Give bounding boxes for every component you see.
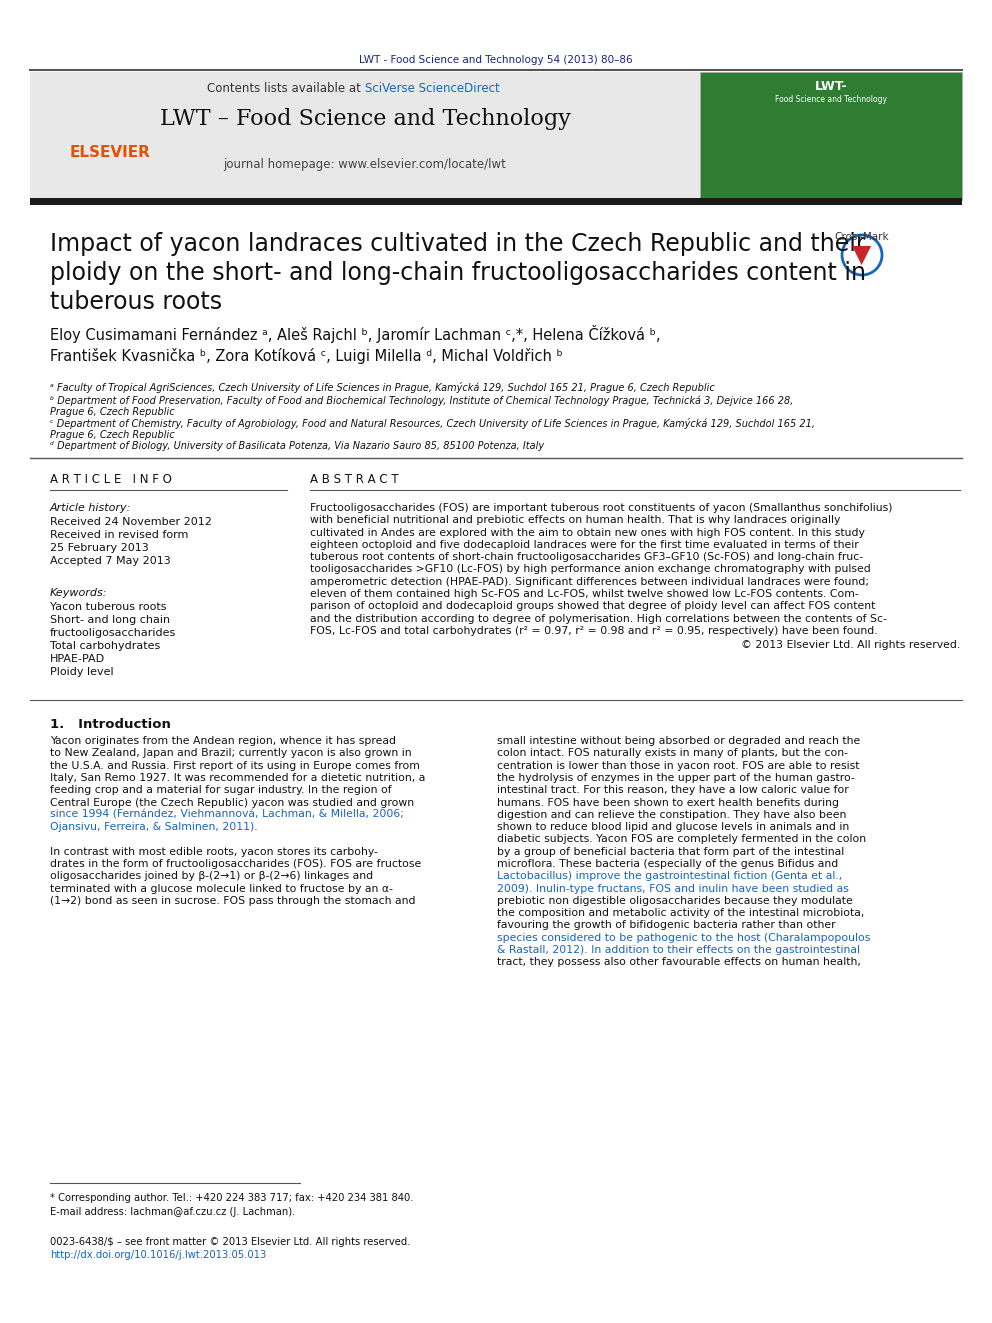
Text: by a group of beneficial bacteria that form part of the intestinal: by a group of beneficial bacteria that f… (497, 847, 844, 857)
Text: oligosaccharides joined by β-(2→1) or β-(2→6) linkages and: oligosaccharides joined by β-(2→1) or β-… (50, 872, 373, 881)
Text: A R T I C L E   I N F O: A R T I C L E I N F O (50, 474, 172, 486)
Text: 2009). Inulin-type fructans, FOS and inulin have been studied as: 2009). Inulin-type fructans, FOS and inu… (497, 884, 849, 893)
Text: Yacon tuberous roots: Yacon tuberous roots (50, 602, 167, 613)
Text: E-mail address: lachman@af.czu.cz (J. Lachman).: E-mail address: lachman@af.czu.cz (J. La… (50, 1207, 296, 1217)
Text: Accepted 7 May 2013: Accepted 7 May 2013 (50, 556, 171, 566)
Text: * Corresponding author. Tel.: +420 224 383 717; fax: +420 234 381 840.: * Corresponding author. Tel.: +420 224 3… (50, 1193, 414, 1203)
Text: František Kvasnička ᵇ, Zora Kotíková ᶜ, Luigi Milella ᵈ, Michal Voldřich ᵇ: František Kvasnička ᵇ, Zora Kotíková ᶜ, … (50, 348, 562, 364)
Text: Eloy Cusimamani Fernández ᵃ, Aleš Rajchl ᵇ, Jaromír Lachman ᶜ,*, Helena Čížková : Eloy Cusimamani Fernández ᵃ, Aleš Rajchl… (50, 325, 661, 343)
Text: ploidy on the short- and long-chain fructooligosaccharides content in: ploidy on the short- and long-chain fruc… (50, 261, 866, 284)
Text: Total carbohydrates: Total carbohydrates (50, 642, 161, 651)
Text: amperometric detection (HPAE-PAD). Significant differences between individual la: amperometric detection (HPAE-PAD). Signi… (310, 577, 869, 587)
Text: Impact of yacon landraces cultivated in the Czech Republic and their: Impact of yacon landraces cultivated in … (50, 232, 866, 255)
Text: centration is lower than those in yacon root. FOS are able to resist: centration is lower than those in yacon … (497, 761, 859, 770)
Text: the U.S.A. and Russia. First report of its using in Europe comes from: the U.S.A. and Russia. First report of i… (50, 761, 420, 770)
Text: ▼: ▼ (852, 243, 872, 267)
Text: SciVerse ScienceDirect: SciVerse ScienceDirect (365, 82, 500, 95)
Text: tuberous roots: tuberous roots (50, 290, 222, 314)
Text: FOS, Lc-FOS and total carbohydrates (r² = 0.97, r² = 0.98 and r² = 0.95, respect: FOS, Lc-FOS and total carbohydrates (r² … (310, 626, 878, 636)
Text: Ojansivu, Ferreira, & Salminen, 2011).: Ojansivu, Ferreira, & Salminen, 2011). (50, 822, 258, 832)
Text: Food Science and Technology: Food Science and Technology (775, 95, 887, 105)
Text: A B S T R A C T: A B S T R A C T (310, 474, 399, 486)
Text: Italy, San Remo 1927. It was recommended for a dietetic nutrition, a: Italy, San Remo 1927. It was recommended… (50, 773, 426, 783)
Text: CrossMark: CrossMark (834, 232, 889, 242)
Text: 25 February 2013: 25 February 2013 (50, 542, 149, 553)
Text: colon intact. FOS naturally exists in many of plants, but the con-: colon intact. FOS naturally exists in ma… (497, 749, 848, 758)
Text: http://dx.doi.org/10.1016/j.lwt.2013.05.013: http://dx.doi.org/10.1016/j.lwt.2013.05.… (50, 1250, 266, 1259)
Text: diabetic subjects. Yacon FOS are completely fermented in the colon: diabetic subjects. Yacon FOS are complet… (497, 835, 866, 844)
Text: HPAE-PAD: HPAE-PAD (50, 654, 105, 664)
Text: Ploidy level: Ploidy level (50, 667, 114, 677)
Text: eighteen octoploid and five dodecaploid landraces were for the first time evalua: eighteen octoploid and five dodecaploid … (310, 540, 859, 550)
Text: the hydrolysis of enzymes in the upper part of the human gastro-: the hydrolysis of enzymes in the upper p… (497, 773, 855, 783)
Text: small intestine without being absorbed or degraded and reach the: small intestine without being absorbed o… (497, 736, 860, 746)
Text: and the distribution according to degree of polymerisation. High correlations be: and the distribution according to degree… (310, 614, 887, 623)
Text: ᶜ Department of Chemistry, Faculty of Agrobiology, Food and Natural Resources, C: ᶜ Department of Chemistry, Faculty of Ag… (50, 418, 815, 429)
Text: Short- and long chain: Short- and long chain (50, 615, 170, 624)
Text: humans. FOS have been shown to exert health benefits during: humans. FOS have been shown to exert hea… (497, 798, 839, 807)
Text: Fructooligosaccharides (FOS) are important tuberous root constituents of yacon (: Fructooligosaccharides (FOS) are importa… (310, 503, 893, 513)
Text: Received in revised form: Received in revised form (50, 531, 188, 540)
Text: ᵃ Faculty of Tropical AgriSciences, Czech University of Life Sciences in Prague,: ᵃ Faculty of Tropical AgriSciences, Czec… (50, 382, 715, 393)
Text: tract, they possess also other favourable effects on human health,: tract, they possess also other favourabl… (497, 958, 861, 967)
Text: Yacon originates from the Andean region, whence it has spread: Yacon originates from the Andean region,… (50, 736, 396, 746)
Text: microflora. These bacteria (especially of the genus Bifidus and: microflora. These bacteria (especially o… (497, 859, 838, 869)
Text: since 1994 (Fernández, Viehmannová, Lachman, & Milella, 2006;: since 1994 (Fernández, Viehmannová, Lach… (50, 810, 404, 820)
Text: (1→2) bond as seen in sucrose. FOS pass through the stomach and: (1→2) bond as seen in sucrose. FOS pass … (50, 896, 416, 906)
Text: LWT – Food Science and Technology: LWT – Food Science and Technology (160, 108, 570, 130)
Text: cultivated in Andes are explored with the aim to obtain new ones with high FOS c: cultivated in Andes are explored with th… (310, 528, 865, 537)
Text: favouring the growth of bifidogenic bacteria rather than other: favouring the growth of bifidogenic bact… (497, 921, 835, 930)
Text: intestinal tract. For this reason, they have a low caloric value for: intestinal tract. For this reason, they … (497, 785, 849, 795)
Text: shown to reduce blood lipid and glucose levels in animals and in: shown to reduce blood lipid and glucose … (497, 822, 849, 832)
Text: In contrast with most edible roots, yacon stores its carbohy-: In contrast with most edible roots, yaco… (50, 847, 378, 857)
Text: ᵈ Department of Biology, University of Basilicata Potenza, Via Nazario Sauro 85,: ᵈ Department of Biology, University of B… (50, 441, 545, 451)
Text: species considered to be pathogenic to the host (Charalampopoulos: species considered to be pathogenic to t… (497, 933, 870, 943)
Text: ELSEVIER: ELSEVIER (69, 146, 151, 160)
Text: to New Zealand, Japan and Brazil; currently yacon is also grown in: to New Zealand, Japan and Brazil; curren… (50, 749, 412, 758)
Text: Prague 6, Czech Republic: Prague 6, Czech Republic (50, 407, 175, 417)
Text: tuberous root contents of short-chain fructooligosaccharides GF3–GF10 (Sc-FOS) a: tuberous root contents of short-chain fr… (310, 552, 863, 562)
Text: tooligosaccharides >GF10 (Lc-FOS) by high performance anion exchange chromatogra: tooligosaccharides >GF10 (Lc-FOS) by hig… (310, 565, 871, 574)
Text: fructooligosaccharides: fructooligosaccharides (50, 628, 177, 638)
Bar (30, 71, 700, 200)
Text: Prague 6, Czech Republic: Prague 6, Czech Republic (50, 430, 175, 441)
Bar (700, 71, 962, 200)
Text: LWT-: LWT- (814, 79, 847, 93)
Text: terminated with a glucose molecule linked to fructose by an α-: terminated with a glucose molecule linke… (50, 884, 393, 893)
Text: ᵇ Department of Food Preservation, Faculty of Food and Biochemical Technology, I: ᵇ Department of Food Preservation, Facul… (50, 396, 794, 406)
Text: drates in the form of fructooligosaccharides (FOS). FOS are fructose: drates in the form of fructooligosacchar… (50, 859, 422, 869)
Text: © 2013 Elsevier Ltd. All rights reserved.: © 2013 Elsevier Ltd. All rights reserved… (741, 640, 960, 651)
Text: with beneficial nutritional and prebiotic effects on human health. That is why l: with beneficial nutritional and prebioti… (310, 515, 840, 525)
Text: Lactobacillus) improve the gastrointestinal fiction (Genta et al.,: Lactobacillus) improve the gastrointesti… (497, 872, 842, 881)
Text: parison of octoploid and dodecaploid groups showed that degree of ploidy level c: parison of octoploid and dodecaploid gro… (310, 602, 875, 611)
Text: 1.   Introduction: 1. Introduction (50, 718, 171, 732)
Text: journal homepage: www.elsevier.com/locate/lwt: journal homepage: www.elsevier.com/locat… (223, 157, 507, 171)
Text: feeding crop and a material for sugar industry. In the region of: feeding crop and a material for sugar in… (50, 785, 392, 795)
Text: Keywords:: Keywords: (50, 587, 107, 598)
Text: Contents lists available at: Contents lists available at (207, 82, 365, 95)
Bar (30, 198, 962, 205)
Text: Central Europe (the Czech Republic) yacon was studied and grown: Central Europe (the Czech Republic) yaco… (50, 798, 414, 807)
Text: Received 24 November 2012: Received 24 November 2012 (50, 517, 212, 527)
Text: digestion and can relieve the constipation. They have also been: digestion and can relieve the constipati… (497, 810, 846, 820)
Text: 0023-6438/$ – see front matter © 2013 Elsevier Ltd. All rights reserved.: 0023-6438/$ – see front matter © 2013 El… (50, 1237, 411, 1248)
Text: & Rastall, 2012). In addition to their effects on the gastrointestinal: & Rastall, 2012). In addition to their e… (497, 945, 860, 955)
Text: eleven of them contained high Sc-FOS and Lc-FOS, whilst twelve showed low Lc-FOS: eleven of them contained high Sc-FOS and… (310, 589, 859, 599)
Text: Article history:: Article history: (50, 503, 131, 513)
Text: the composition and metabolic activity of the intestinal microbiota,: the composition and metabolic activity o… (497, 908, 864, 918)
Text: LWT - Food Science and Technology 54 (2013) 80–86: LWT - Food Science and Technology 54 (20… (359, 56, 633, 65)
Text: prebiotic non digestible oligosaccharides because they modulate: prebiotic non digestible oligosaccharide… (497, 896, 853, 906)
